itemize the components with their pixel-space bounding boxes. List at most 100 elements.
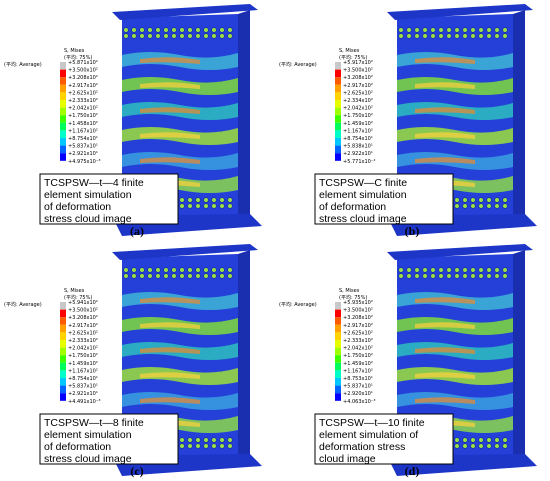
legend-value: +5.837x10¹ bbox=[68, 384, 98, 390]
legend-swatch bbox=[335, 100, 341, 108]
legend-value: +1.167x10² bbox=[68, 128, 98, 134]
bolt bbox=[171, 33, 177, 39]
bolt bbox=[219, 33, 225, 39]
caption-line: TCSPSW—t—8 finite bbox=[44, 417, 144, 429]
bolt bbox=[147, 27, 153, 33]
legend-swatch bbox=[60, 115, 66, 123]
bolt bbox=[147, 33, 153, 39]
bolt bbox=[494, 27, 500, 33]
bolt bbox=[155, 273, 161, 279]
bolt bbox=[438, 33, 444, 39]
legend-value: +3.500x10² bbox=[343, 308, 373, 314]
bolt bbox=[486, 33, 492, 39]
stress-core bbox=[415, 132, 475, 139]
bolt bbox=[219, 203, 225, 209]
legend-value: +2.921x10¹ bbox=[68, 391, 98, 397]
legend-swatch bbox=[335, 62, 341, 70]
bolt bbox=[502, 197, 508, 203]
legend-value: +1.750x10² bbox=[68, 113, 98, 119]
bolt bbox=[454, 267, 460, 273]
legend-value: +4.491x10⁻³ bbox=[68, 399, 100, 405]
legend-swatch bbox=[335, 84, 341, 93]
bolt bbox=[171, 27, 177, 33]
bolt bbox=[470, 203, 476, 209]
legend-value: +3.500x10² bbox=[68, 68, 98, 74]
stress-core bbox=[140, 107, 200, 114]
bolt bbox=[139, 267, 145, 273]
legend-title: S, Mises bbox=[64, 288, 85, 294]
panel-label: (d) bbox=[405, 464, 420, 478]
bolt bbox=[470, 33, 476, 39]
bolt bbox=[422, 267, 428, 273]
stress-core bbox=[140, 397, 200, 404]
bolt bbox=[219, 267, 225, 273]
bolt bbox=[179, 27, 185, 33]
bolt bbox=[502, 273, 508, 279]
bolt bbox=[398, 33, 404, 39]
bolt bbox=[462, 273, 468, 279]
bolt bbox=[502, 27, 508, 33]
bolt bbox=[462, 203, 468, 209]
legend-swatch bbox=[335, 362, 341, 371]
legend-swatch bbox=[335, 370, 341, 378]
legend-swatch bbox=[60, 340, 66, 348]
legend-swatch bbox=[60, 393, 66, 401]
stress-core bbox=[415, 322, 475, 329]
bolt bbox=[486, 443, 492, 449]
bolt bbox=[227, 273, 233, 279]
top-flange bbox=[387, 244, 533, 260]
bolt bbox=[398, 27, 404, 33]
bolt bbox=[470, 273, 476, 279]
bolt bbox=[454, 437, 460, 443]
bolt bbox=[478, 443, 484, 449]
bolt bbox=[195, 267, 201, 273]
legend-swatch bbox=[335, 317, 341, 325]
bolt bbox=[486, 27, 492, 33]
legend-swatch bbox=[335, 393, 341, 401]
panel: (平均: Average) S, Mises(平均: 75%)+5.871x10²… bbox=[4, 4, 262, 238]
legend-value: +8.754x10¹ bbox=[68, 136, 98, 142]
legend-value: +3.208x10² bbox=[343, 75, 373, 81]
legend-value: +1.459x10² bbox=[343, 121, 373, 127]
legend-swatch bbox=[335, 332, 341, 340]
bolt bbox=[438, 27, 444, 33]
bolt bbox=[462, 267, 468, 273]
bolt bbox=[179, 203, 185, 209]
legend-swatch bbox=[335, 309, 341, 318]
legend-value: +5.837x10¹ bbox=[343, 384, 373, 390]
legend-value: +5.941x10² bbox=[68, 300, 98, 306]
legend-swatch bbox=[335, 115, 341, 123]
legend-title: S, Mises bbox=[339, 288, 360, 294]
legend-value: +2.921x10¹ bbox=[68, 151, 98, 157]
bolt bbox=[486, 203, 492, 209]
caption-line: element simulation bbox=[44, 429, 132, 441]
bolt bbox=[414, 273, 420, 279]
stress-core bbox=[415, 297, 475, 304]
legend-value: +5.771x10⁻² bbox=[343, 159, 375, 165]
legend-value: +4.063x10⁻³ bbox=[343, 399, 375, 405]
stress-core bbox=[140, 347, 200, 354]
stress-core bbox=[415, 372, 475, 379]
bolt bbox=[422, 27, 428, 33]
bolt bbox=[454, 33, 460, 39]
caption-line: cloud image bbox=[319, 453, 376, 465]
bolt bbox=[494, 203, 500, 209]
bolt bbox=[187, 273, 193, 279]
legend-value: +1.750x10² bbox=[343, 113, 373, 119]
legend-value: +4.975x10⁻³ bbox=[68, 159, 100, 165]
bolt bbox=[422, 33, 428, 39]
bolt bbox=[486, 437, 492, 443]
bolt bbox=[430, 267, 436, 273]
legend-swatch bbox=[60, 122, 66, 131]
legend-swatch bbox=[60, 309, 66, 318]
legend-value: +2.917x10² bbox=[343, 83, 373, 89]
panel-label: (c) bbox=[130, 464, 143, 478]
bolt bbox=[131, 273, 137, 279]
bolt bbox=[123, 27, 129, 33]
legend-swatch bbox=[335, 378, 341, 386]
legend-value: +1.458x10² bbox=[68, 121, 98, 127]
caption-box bbox=[314, 173, 454, 225]
bolt bbox=[486, 273, 492, 279]
legend-value: +2.625x10² bbox=[343, 90, 373, 96]
bolt bbox=[187, 203, 193, 209]
